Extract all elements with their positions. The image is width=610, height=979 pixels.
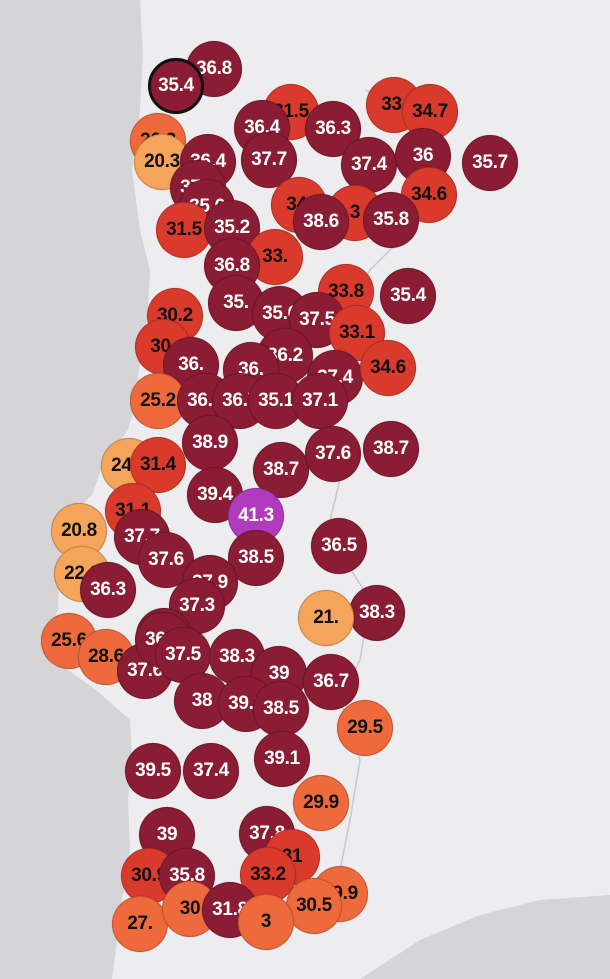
station-temperature: 27. [127,913,153,934]
station-temperature: 39 [156,824,178,845]
station-marker[interactable]: 35.4 [148,58,204,114]
station-marker[interactable]: 38.6 [293,194,349,250]
station-temperature: 35.1 [258,390,294,411]
station-marker[interactable]: 34.6 [360,340,416,396]
station-temperature: 3 [349,202,361,223]
station-marker[interactable]: 29.5 [337,700,393,756]
station-temperature: 36.5 [321,535,357,556]
station-marker[interactable]: 21. [298,590,354,646]
station-temperature: 3 [260,911,272,932]
station-marker[interactable]: 36.3 [80,562,136,618]
station-marker[interactable]: 29.9 [293,775,349,831]
station-temperature: 38.7 [373,438,409,459]
station-temperature: 38.5 [238,547,274,568]
station-marker[interactable]: 27. [112,896,168,952]
station-temperature: 37.3 [179,595,215,616]
station-marker[interactable]: 25.6 [41,613,97,669]
station-marker[interactable]: 37.4 [183,743,239,799]
station-temperature: 38.5 [263,698,299,719]
station-temperature: 35.2 [214,217,250,238]
station-temperature: 37.6 [148,549,184,570]
station-marker[interactable]: 36.5 [311,518,367,574]
station-temperature: 38.9 [192,432,228,453]
station-marker[interactable]: 30.5 [286,878,342,934]
station-temperature: 36.7 [313,671,349,692]
station-temperature: 20.8 [61,520,97,541]
station-temperature: 38 [191,690,213,711]
station-temperature: 37.5 [299,309,335,330]
station-marker[interactable]: 31.5 [156,202,212,258]
station-temperature: 29.5 [347,717,383,738]
station-temperature: 30.5 [296,895,332,916]
station-marker[interactable]: 35.4 [380,268,436,324]
station-marker[interactable]: 36.7 [303,654,359,710]
station-temperature: 39.5 [135,760,171,781]
station-temperature: 39.4 [197,484,233,505]
station-temperature: 35.7 [472,152,508,173]
station-temperature: 29.9 [303,792,339,813]
station-marker[interactable]: 35.7 [462,135,518,191]
sea-area [0,0,150,979]
station-temperature: 36. [178,354,204,375]
station-marker[interactable]: 35.8 [363,192,419,248]
station-temperature: 36 [412,145,434,166]
station-temperature: 36.3 [315,118,351,139]
station-temperature: 36.3 [90,579,126,600]
station-temperature: 31.4 [140,454,176,475]
station-marker[interactable]: 33.2 [240,847,296,903]
station-temperature: 33.2 [250,864,286,885]
station-temperature: 33. [262,246,288,267]
station-temperature: 35.8 [373,209,409,230]
station-temperature: 31.5 [166,219,202,240]
station-temperature: 38.3 [359,602,395,623]
station-temperature: 37.4 [351,154,387,175]
station-temperature: 30 [179,898,201,919]
station-temperature: 25.6 [51,630,87,651]
station-temperature: 33. [381,94,407,115]
station-temperature: 35.4 [390,285,426,306]
station-marker[interactable]: 37.1 [292,373,348,429]
station-temperature: 37.5 [165,644,201,665]
station-marker[interactable]: 38.7 [253,442,309,498]
station-temperature: 35. [223,292,249,313]
station-marker[interactable]: 39.1 [254,731,310,787]
station-temperature: 37.7 [251,149,287,170]
station-temperature: 38.7 [263,459,299,480]
station-temperature: 33.1 [339,322,375,343]
station-temperature: 25.2 [140,390,176,411]
station-marker[interactable]: 37.6 [305,426,361,482]
station-marker[interactable]: 38.5 [253,681,309,737]
station-temperature: 33.8 [328,281,364,302]
station-temperature: 39 [268,663,290,684]
station-temperature: 34.6 [370,357,406,378]
station-temperature: 41.3 [238,505,274,526]
station-temperature: 34.6 [411,184,447,205]
station-temperature: 39.1 [264,748,300,769]
station-marker[interactable]: 38.7 [363,421,419,477]
station-temperature: 36.8 [214,255,250,276]
station-marker[interactable]: 38.3 [349,585,405,641]
station-temperature: 38.6 [303,211,339,232]
station-temperature: 37.1 [302,390,338,411]
station-marker[interactable]: 39.5 [125,743,181,799]
station-temperature: 37.4 [193,760,229,781]
station-marker[interactable]: 25.2 [130,373,186,429]
station-temperature: 35.8 [169,865,205,886]
station-temperature: 28.6 [88,646,124,667]
station-temperature: 38.3 [219,646,255,667]
station-temperature: 21. [313,607,339,628]
station-temperature: 36.8 [196,58,232,79]
station-marker[interactable]: 3 [238,894,294,950]
station-temperature: 20.3 [144,151,180,172]
sea-area-south [360,895,610,979]
station-temperature: 35.4 [158,75,194,96]
station-temperature: 37.6 [315,443,351,464]
station-marker[interactable]: 38.9 [182,415,238,471]
station-temperature: 30.9 [131,865,167,886]
station-temperature: 34.7 [412,101,448,122]
